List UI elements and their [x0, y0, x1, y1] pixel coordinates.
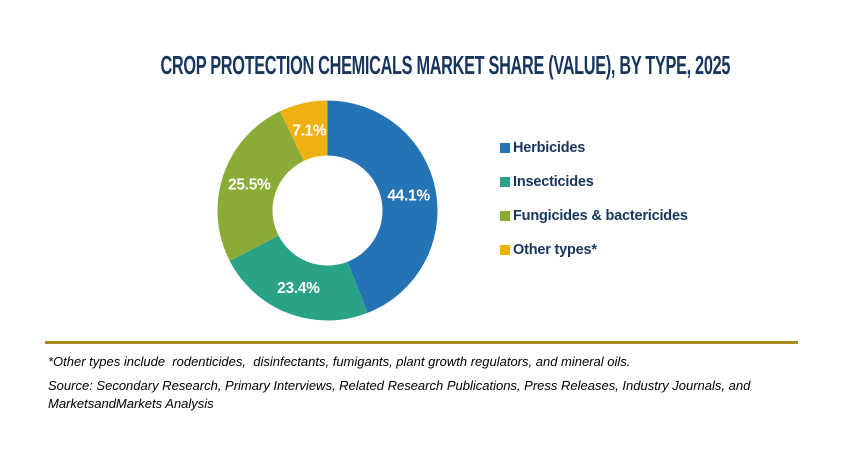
legend-item-other-types: Other types*: [500, 233, 688, 267]
legend-item-fungicides-bactericides: Fungicides & bactericides: [500, 199, 688, 233]
slice-label-insecticides: 23.4%: [277, 280, 320, 297]
slice-label-other-types: 7.1%: [292, 123, 327, 140]
insecticides-swatch-icon: [500, 177, 510, 187]
donut-segment-insecticides: [229, 235, 368, 321]
donut-chart: 44.1% 23.4% 25.5% 7.1%: [217, 100, 438, 321]
donut-segment-herbicides: [327, 100, 438, 313]
divider-line: [45, 341, 798, 344]
page-title: CROP PROTECTION CHEMICALS MARKET SHARE (…: [160, 50, 730, 81]
slice-label-herbicides: 44.1%: [387, 188, 430, 205]
donut-segment-other-types: [280, 100, 328, 161]
footnote: *Other types include rodenticides, disin…: [48, 354, 631, 369]
legend-item-insecticides: Insecticides: [500, 165, 688, 199]
donut-segment-fungicides-bactericides: [217, 111, 304, 261]
herbicides-swatch-icon: [500, 143, 510, 153]
legend-item-herbicides: Herbicides: [500, 131, 688, 165]
fungicides-swatch-icon: [500, 211, 510, 221]
legend-label: Fungicides & bactericides: [513, 208, 688, 224]
other-types-swatch-icon: [500, 245, 510, 255]
legend-label: Insecticides: [513, 174, 594, 190]
source-note: Source: Secondary Research, Primary Inte…: [48, 378, 751, 411]
legend-label: Other types*: [513, 242, 597, 258]
chart-title: CROP PROTECTION CHEMICALS MARKET SHARE (…: [160, 50, 730, 80]
legend-label: Herbicides: [513, 140, 586, 156]
slice-label-fungicides-bactericides: 25.5%: [228, 177, 271, 194]
legend: Herbicides Insecticides Fungicides & bac…: [500, 131, 688, 267]
